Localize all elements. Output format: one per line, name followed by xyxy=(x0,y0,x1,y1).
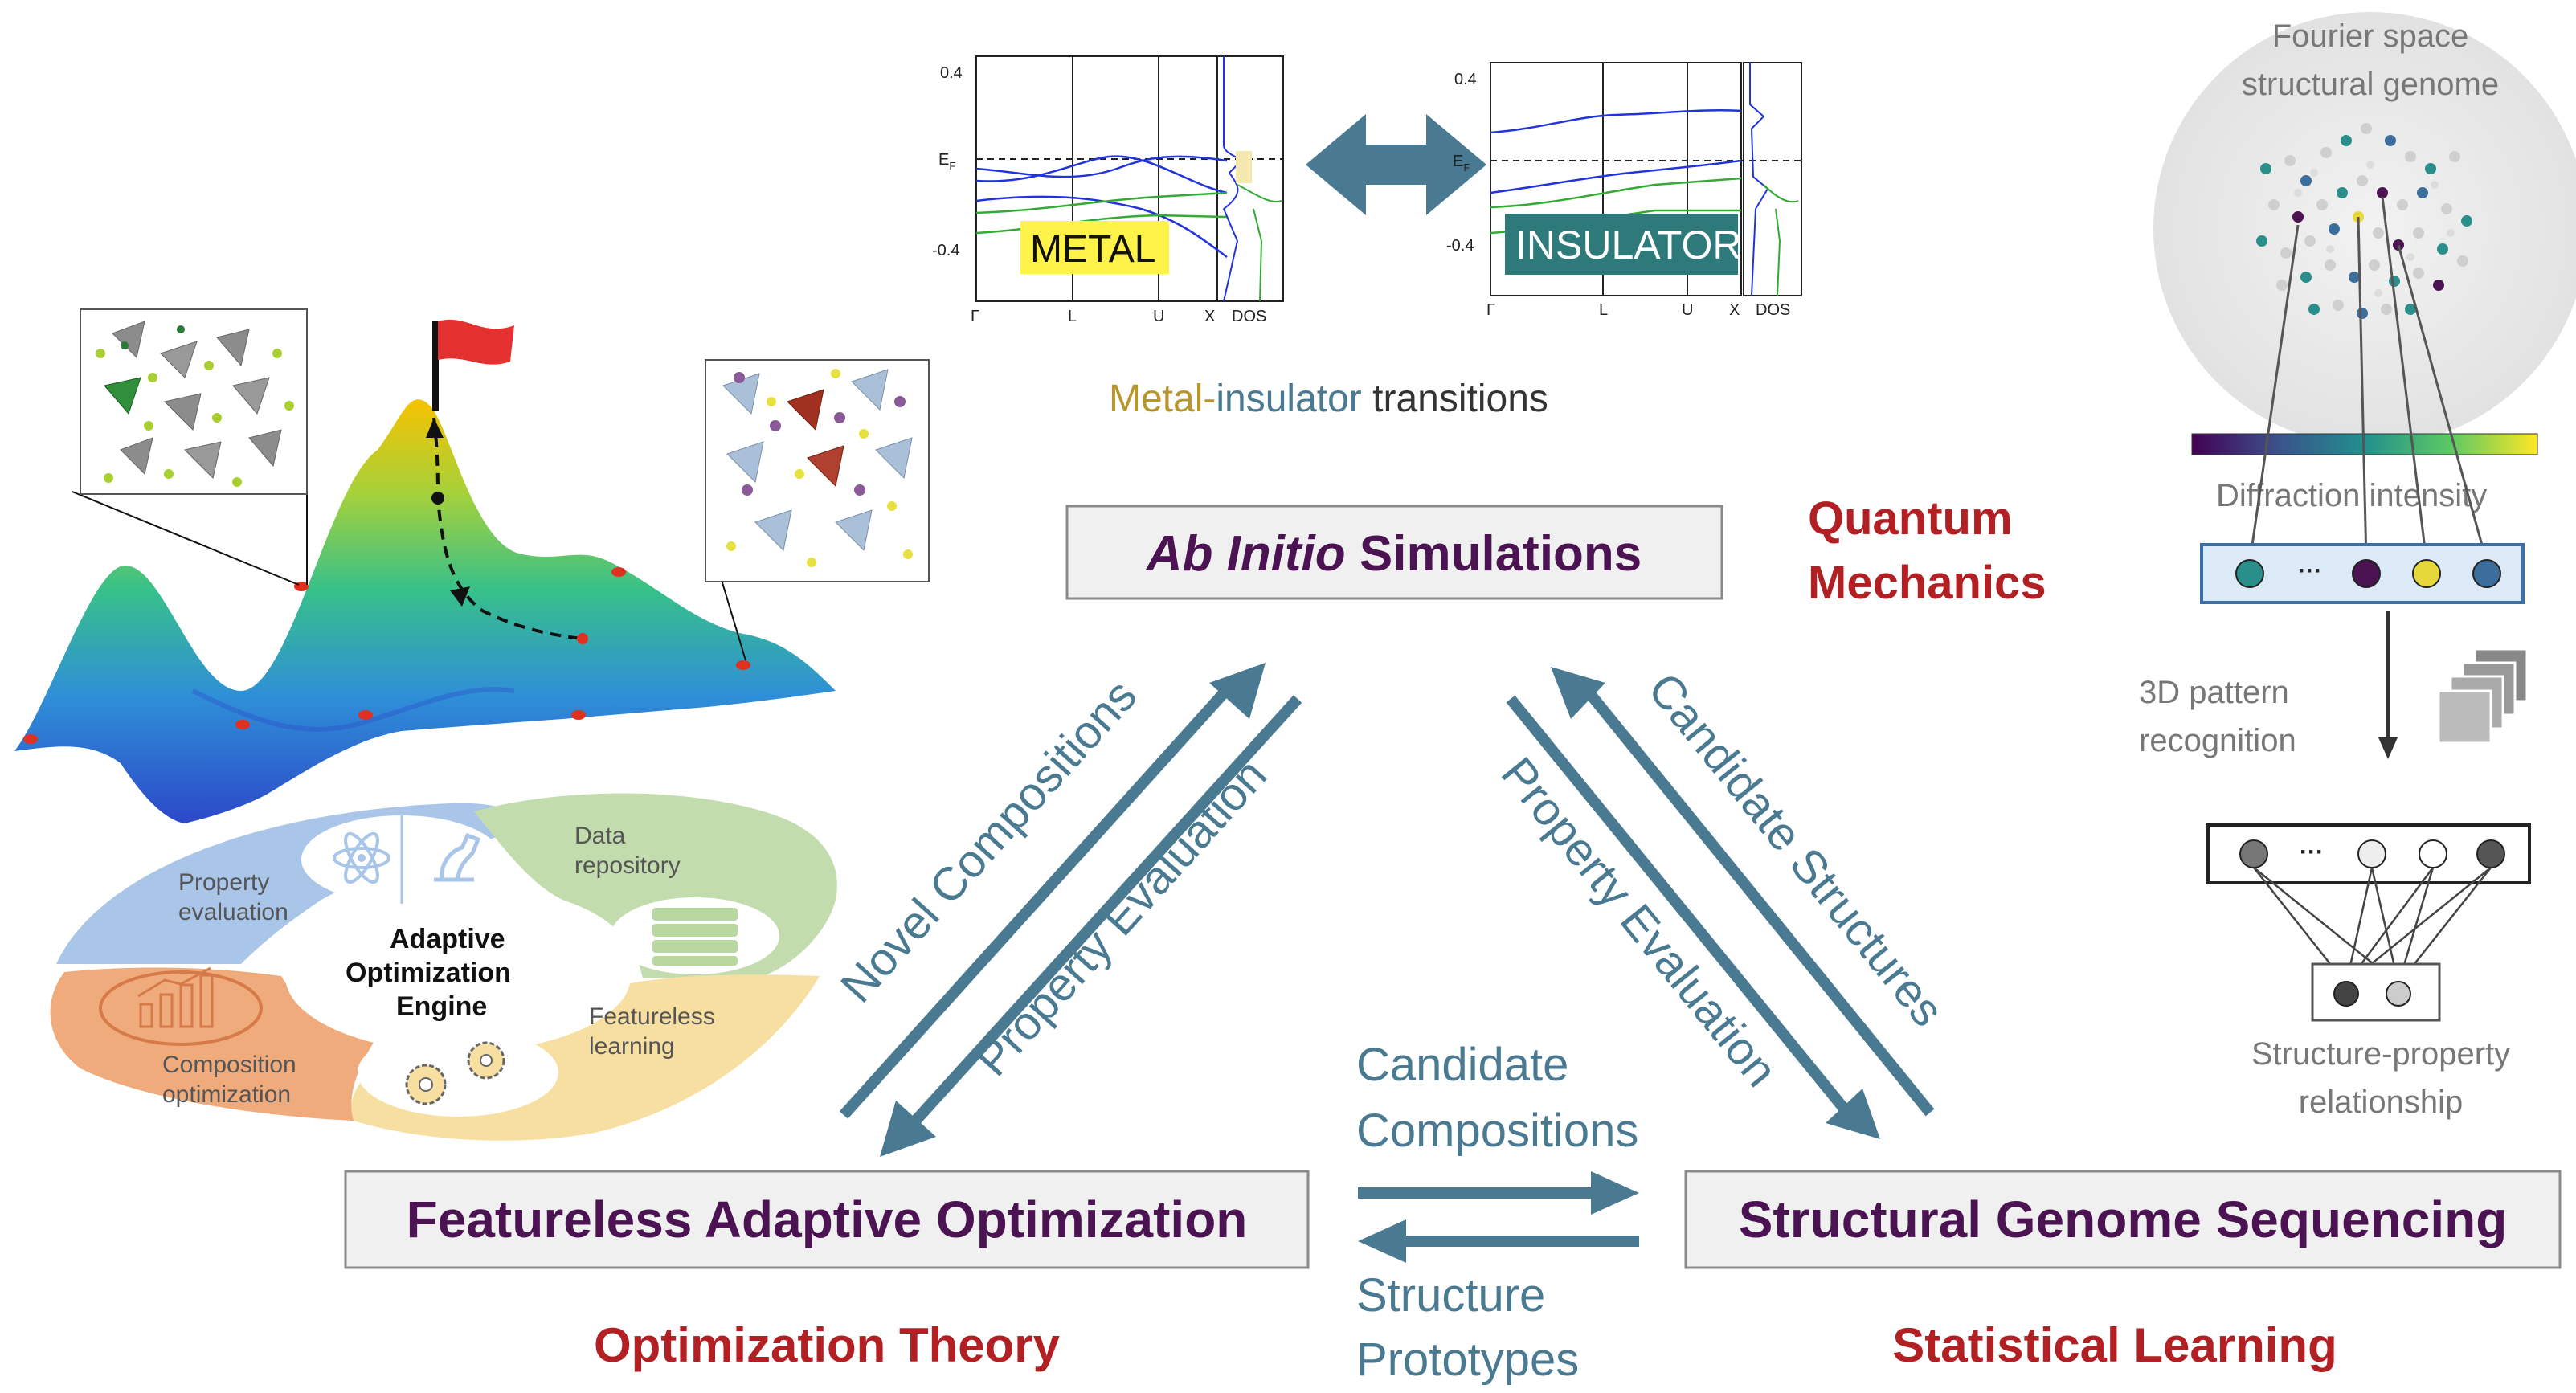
fourier-sphere xyxy=(2153,12,2576,446)
engine-composition-line1: Composition xyxy=(162,1052,296,1078)
insulator-tag xyxy=(1505,214,1738,275)
engine-featureless-line1: Featureless xyxy=(589,1003,715,1030)
insulator-band-chart: 0.4 EF -0.4 Γ L U X DOS INSULATOR xyxy=(1446,62,1802,319)
engine-composition-line2: optimization xyxy=(162,1081,291,1108)
metal-xtick-x: X xyxy=(1204,308,1215,325)
feature-map-stack xyxy=(2437,647,2529,745)
insulator-tag-label: INSULATOR xyxy=(1515,223,1742,268)
insulator-ytick-04: 0.4 xyxy=(1454,71,1477,88)
engine-center-line1: Adaptive xyxy=(390,924,505,954)
optimization-landscape xyxy=(14,319,836,824)
metal-xtick-gamma: Γ xyxy=(971,308,979,325)
featureless-box: Featureless Adaptive Optimization xyxy=(344,1170,1310,1269)
metal-band-chart: 0.4 EF -0.4 Γ L U X DOS METAL xyxy=(932,55,1284,325)
engine-data-line1: Data xyxy=(574,823,626,849)
quantum-label-line2: Mechanics xyxy=(1808,557,2046,609)
insulator-xtick-u: U xyxy=(1682,301,1693,319)
engine-center-line2: Optimization xyxy=(346,958,511,988)
relationship-line2: relationship xyxy=(2299,1085,2464,1120)
insulator-xtick-x: X xyxy=(1729,301,1740,319)
structure-prototypes-arrow xyxy=(1358,1219,1639,1263)
insulator-ytick-ef-sub: F xyxy=(1463,161,1470,174)
caption-metal: Metal xyxy=(1109,378,1203,420)
svg-text:EF: EF xyxy=(1453,153,1470,174)
caption-dash: - xyxy=(1203,378,1216,420)
engine-center-line3: Engine xyxy=(396,991,487,1022)
metal-tag xyxy=(1020,221,1169,274)
atom-microscope-icon xyxy=(301,815,502,904)
pattern-recognition-arrows xyxy=(2378,611,2398,759)
hidden-layer-dots: ··· xyxy=(2300,839,2324,865)
segment-composition xyxy=(50,967,378,1121)
insulator-ytick-ef: E xyxy=(1453,153,1463,170)
novel-compositions-arrow xyxy=(839,663,1266,1119)
metal-insulator-double-arrow xyxy=(1306,114,1486,215)
pattern-recognition-line1: 3D pattern xyxy=(2139,675,2289,710)
insulator-xtick-dos: DOS xyxy=(1756,301,1790,319)
metal-insulator-caption: Metal-insulator transitions xyxy=(1109,378,1548,420)
engine-data-line2: repository xyxy=(574,852,681,879)
engine-property-line2: evaluation xyxy=(178,899,288,925)
metal-tag-label: METAL xyxy=(1030,228,1155,271)
fourier-title-line1: Fourier space xyxy=(2272,18,2469,54)
candidate-compositions-arrow xyxy=(1358,1171,1639,1215)
candidate-structures-arrow xyxy=(1551,667,1935,1117)
insulator-xtick-gamma: Γ xyxy=(1486,301,1495,319)
property-evaluation-right-arrow xyxy=(1506,695,1880,1139)
structural-title: Structural Genome Sequencing xyxy=(1739,1191,2508,1248)
structural-box: Structural Genome Sequencing xyxy=(1684,1170,2562,1269)
engine-featureless-line2: learning xyxy=(589,1033,675,1060)
metal-xtick-dos: DOS xyxy=(1232,308,1266,325)
bar-chart-icon xyxy=(99,966,263,1046)
caption-rest: transitions xyxy=(1362,378,1548,420)
gears-icon xyxy=(358,1028,558,1117)
metal-ytick-04: 0.4 xyxy=(940,64,963,82)
featureless-title: Featureless Adaptive Optimization xyxy=(407,1191,1248,1248)
relationship-line1: Structure-property xyxy=(2251,1036,2510,1072)
genome-point-cloud xyxy=(2256,123,2472,319)
ab-initio-rest: Simulations xyxy=(1346,526,1642,582)
crystal-structure-right xyxy=(705,359,930,661)
engine-property-line1: Property xyxy=(178,869,269,896)
engine-center xyxy=(285,900,631,1052)
optimization-theory-label: Optimization Theory xyxy=(594,1318,1061,1372)
property-evaluation-left-arrow xyxy=(880,695,1302,1157)
candidate-compositions-line2: Compositions xyxy=(1356,1105,1638,1157)
fourier-title-line2: structural genome xyxy=(2242,67,2499,102)
insulator-xtick-l: L xyxy=(1599,301,1608,319)
svg-text:EF: EF xyxy=(938,151,955,172)
metal-ytick-ef-sub: F xyxy=(949,160,955,172)
statistical-learning-label: Statistical Learning xyxy=(1892,1318,2337,1372)
crystal-structure-left xyxy=(72,308,308,586)
pattern-recognition-line2: recognition xyxy=(2139,723,2296,758)
ab-initio-title: Ab Initio Simulations xyxy=(1145,526,1642,582)
metal-xtick-u: U xyxy=(1153,308,1164,325)
database-stack-icon xyxy=(611,897,779,974)
structural-genome-panel: Fourier space structural genome xyxy=(2139,12,2576,1120)
caption-insulator: insulator xyxy=(1216,378,1361,420)
adaptive-optimization-engine: Adaptive Optimization Engine Property ev… xyxy=(50,793,837,1141)
metal-ytick-neg04: -0.4 xyxy=(932,242,959,259)
metal-xtick-l: L xyxy=(1068,308,1077,325)
ab-initio-italic: Ab Initio xyxy=(1145,526,1346,582)
structure-prototypes-line2: Prototypes xyxy=(1356,1334,1579,1386)
output-layer-box xyxy=(2311,962,2441,1022)
candidate-compositions-line1: Candidate xyxy=(1356,1039,1568,1091)
ab-initio-box: Ab Initio Simulations xyxy=(1065,505,1723,600)
quantum-label-line1: Quantum xyxy=(1808,492,2013,545)
input-layer-dots: ··· xyxy=(2298,558,2322,584)
metal-ytick-ef: E xyxy=(938,151,949,169)
structure-prototypes-line1: Structure xyxy=(1356,1269,1545,1322)
insulator-ytick-neg04: -0.4 xyxy=(1446,237,1474,255)
